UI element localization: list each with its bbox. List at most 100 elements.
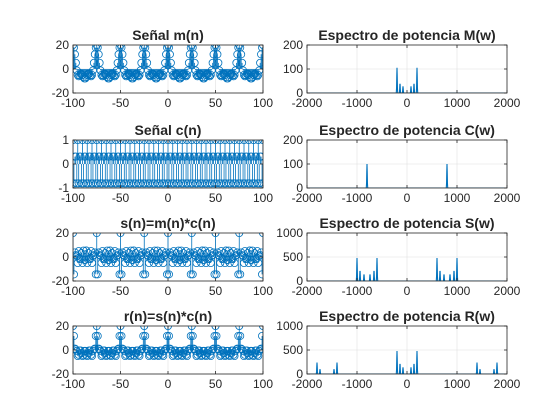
stem-marker	[167, 346, 176, 355]
stem-marker	[183, 179, 192, 188]
stem-marker	[201, 258, 210, 267]
stem-marker	[228, 346, 237, 355]
stem-marker	[247, 346, 256, 355]
stem-marker	[186, 179, 195, 188]
stem-marker	[182, 71, 191, 80]
x-tick-label: -100	[61, 377, 85, 391]
stem-marker	[88, 179, 97, 188]
stem-marker	[145, 140, 153, 144]
stem-marker	[136, 179, 145, 188]
stem-marker	[196, 249, 205, 258]
stem-marker	[164, 326, 172, 330]
stem-marker	[159, 70, 168, 79]
stem-marker	[165, 50, 174, 59]
stem-marker	[212, 270, 221, 279]
x-tick-label: -50	[112, 96, 130, 110]
stem-marker	[73, 344, 79, 353]
stem-marker	[83, 140, 92, 144]
subplot-5: -100 -50 0 50 100 -20 0 20 s(n)=m(n)*c(n)	[52, 215, 274, 298]
stem-marker	[88, 66, 97, 75]
stem-marker	[197, 140, 206, 144]
stem-marker	[239, 179, 248, 188]
x-tick-label: 2000	[494, 377, 521, 391]
x-tick-label: -50	[112, 284, 130, 298]
x-tick-label: 100	[253, 377, 273, 391]
stem-marker	[140, 140, 149, 144]
stem-marker	[112, 179, 121, 188]
stem-marker	[240, 140, 248, 144]
stem-marker	[121, 259, 130, 268]
stem-marker	[73, 259, 82, 268]
y-tick-label: 1000	[276, 319, 303, 333]
stem-marker	[196, 179, 205, 188]
stem-marker	[82, 246, 91, 255]
stem-marker	[201, 246, 210, 255]
stem-marker	[115, 270, 124, 279]
stem-marker	[177, 179, 186, 188]
stem-marker	[231, 66, 240, 75]
stem-marker	[97, 140, 106, 144]
stem-marker	[117, 270, 126, 279]
stem-marker	[205, 350, 214, 359]
stem-marker	[148, 179, 157, 188]
stem-marker	[87, 350, 96, 359]
stem-marker	[158, 72, 167, 81]
stem-marker	[98, 179, 107, 188]
stem-marker	[153, 179, 162, 188]
stem-marker	[129, 246, 138, 255]
stem-marker	[217, 179, 226, 188]
stem-marker	[210, 331, 219, 340]
stem-marker	[106, 246, 115, 255]
y-tick-label: -1	[58, 181, 69, 195]
subplot-title: Espectro de potencia S(w)	[319, 215, 494, 231]
stem-marker	[169, 247, 178, 256]
stem-marker	[225, 140, 234, 144]
stem-marker	[98, 247, 107, 256]
stem-marker	[207, 179, 216, 188]
stem-marker	[206, 71, 215, 80]
stem-marker	[257, 248, 263, 257]
stem-marker	[202, 249, 211, 258]
subplot-title: r(n)=s(n)*c(n)	[124, 308, 212, 324]
y-tick-label: 0	[296, 181, 303, 195]
stem-marker	[73, 140, 82, 144]
stem-marker	[160, 179, 169, 188]
stem-marker	[115, 179, 124, 188]
stem-marker	[178, 140, 187, 144]
x-tick-label: -1000	[342, 284, 373, 298]
x-tick-label: -50	[112, 191, 130, 205]
stem-marker	[87, 72, 96, 81]
stem-marker	[97, 259, 106, 268]
stem-marker	[201, 179, 210, 188]
stem-marker	[96, 179, 105, 188]
stem-marker	[163, 331, 172, 340]
stem-marker	[165, 344, 174, 353]
y-tick-label: 1	[62, 133, 69, 147]
stem-marker	[220, 249, 229, 258]
stem-marker	[186, 331, 195, 340]
stem-marker	[248, 246, 257, 255]
series-group	[73, 233, 263, 279]
stem-marker	[129, 179, 138, 188]
stem-marker	[237, 50, 246, 59]
stem-marker	[144, 346, 153, 355]
subplot-2: -2000 -1000 0 1000 2000 0 100 200 Espectro de po…	[283, 27, 521, 110]
stem-marker	[136, 66, 145, 75]
stem-marker	[116, 326, 125, 330]
stem-marker	[121, 140, 130, 144]
x-tick-label: 1000	[444, 191, 471, 205]
stem-marker	[185, 248, 194, 257]
stem-marker	[88, 140, 96, 144]
stem-marker	[229, 247, 238, 256]
stem-marker	[109, 346, 118, 355]
subplot-3: -100 -50 0 50 100 -1 0 1 Señal c(n)	[58, 122, 273, 205]
stem-marker	[103, 179, 112, 188]
stem-marker	[250, 249, 259, 258]
stem-marker	[234, 331, 243, 340]
stem-marker	[205, 247, 214, 256]
stem-marker	[258, 179, 263, 188]
stem-marker	[253, 247, 262, 256]
stem-marker	[189, 344, 198, 353]
stem-marker	[249, 140, 258, 144]
stem-marker	[198, 246, 207, 255]
